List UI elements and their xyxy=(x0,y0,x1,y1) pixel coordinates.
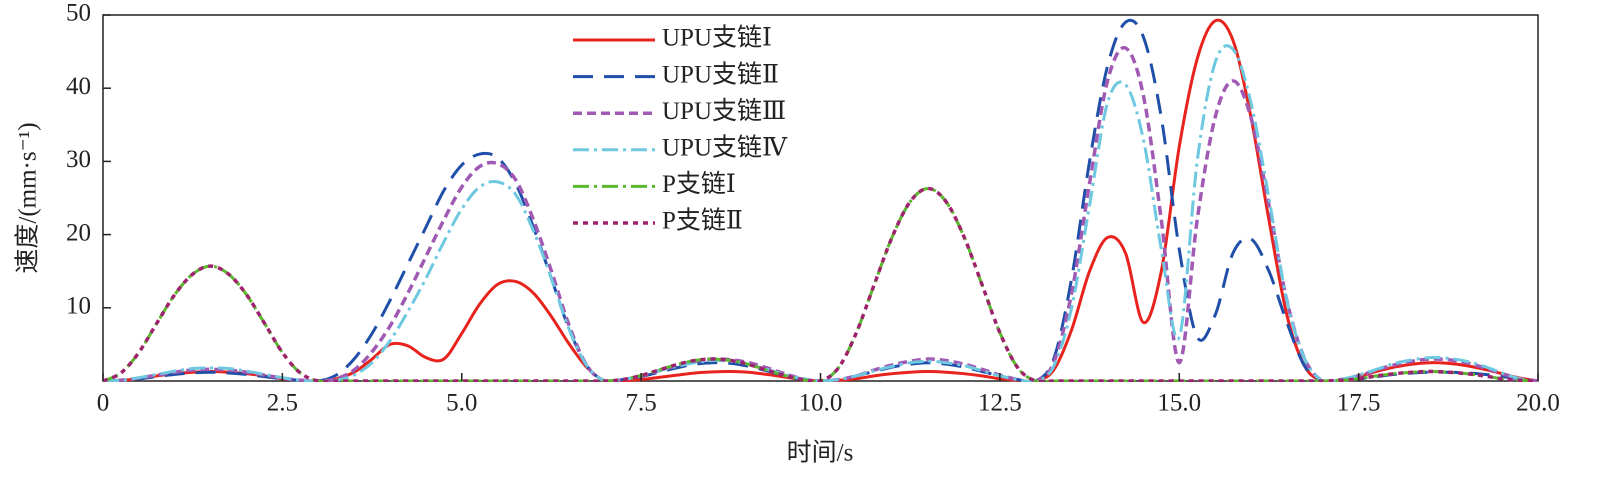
x-axis-label: 时间/s xyxy=(787,439,854,467)
legend-label: UPU支链Ⅰ xyxy=(662,24,772,52)
x-tick-label: 5.0 xyxy=(446,390,477,417)
plot-frame xyxy=(102,14,1539,382)
legend-label: UPU支链Ⅲ xyxy=(662,97,786,125)
y-tick-label: 40 xyxy=(66,73,91,100)
x-tick-label: 10.0 xyxy=(799,390,843,417)
series-lines xyxy=(103,18,1538,382)
x-tick-label: 15.0 xyxy=(1157,390,1201,417)
y-tick-label: 30 xyxy=(66,146,91,173)
legend-label: P支链Ⅱ xyxy=(662,207,743,235)
y-tick-label: 20 xyxy=(66,219,91,246)
x-tick-label: 7.5 xyxy=(626,390,657,417)
legend-label: UPU支链Ⅱ xyxy=(662,60,779,88)
y-axis-label: 速度/(mm·s⁻¹) xyxy=(14,122,42,273)
x-tick-label: 20.0 xyxy=(1516,390,1560,417)
x-tick-label: 12.5 xyxy=(978,390,1022,417)
series-line xyxy=(103,186,1538,382)
x-tick-label: 17.5 xyxy=(1337,390,1381,417)
x-tick-label: 0 xyxy=(97,390,110,417)
legend-label: P支链Ⅰ xyxy=(662,170,736,198)
y-tick-label: 50 xyxy=(66,0,91,27)
series-line xyxy=(103,18,1538,382)
series-line xyxy=(103,186,1538,382)
series-line xyxy=(103,45,1538,382)
x-tick-label: 2.5 xyxy=(267,390,298,417)
y-tick-label: 10 xyxy=(66,293,91,320)
legend-label: UPU支链Ⅳ xyxy=(662,134,788,162)
series-line xyxy=(103,18,1538,382)
series-line xyxy=(103,44,1538,382)
